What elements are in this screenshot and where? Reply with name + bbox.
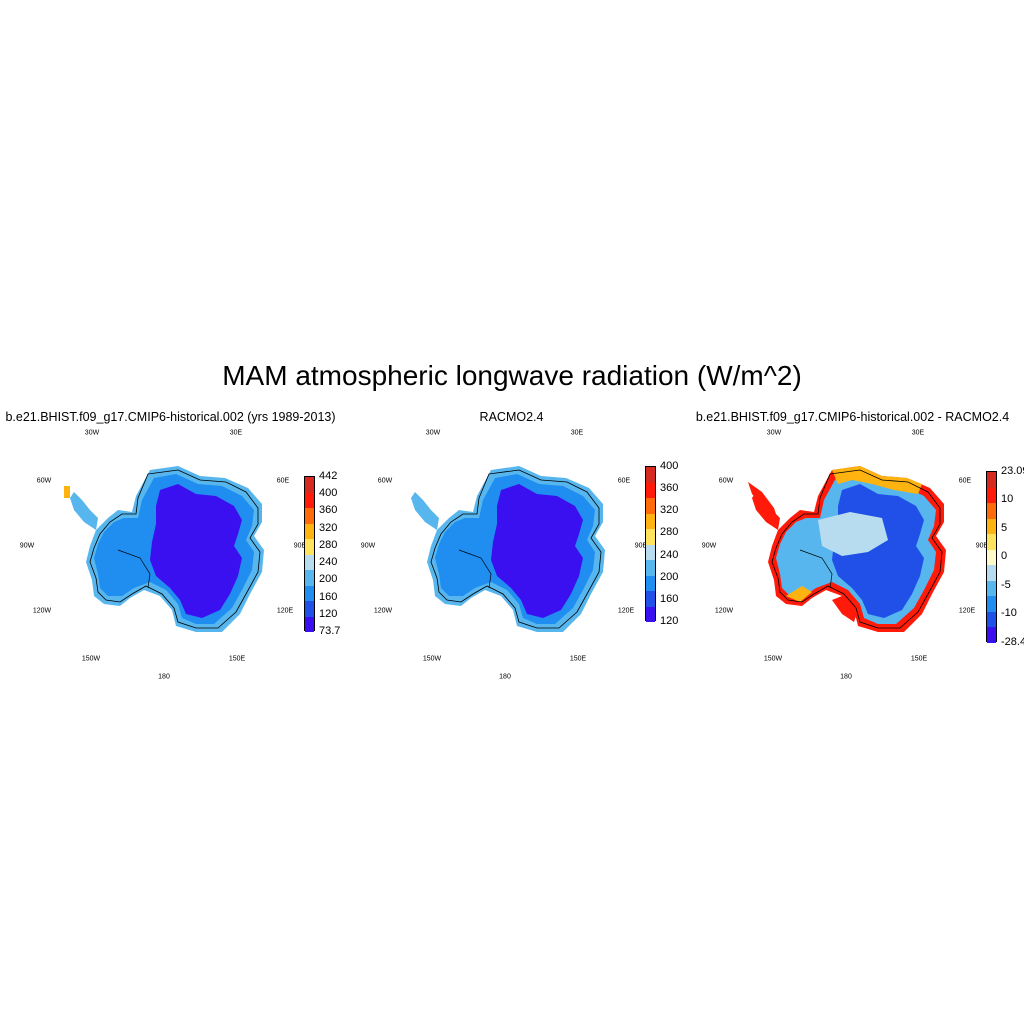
colorbar-segment — [987, 472, 996, 488]
lon-label: 180 — [158, 674, 170, 681]
colorbar-label: -5 — [1001, 579, 1011, 591]
lon-label: 60E — [277, 478, 289, 485]
colorbar-segment — [987, 627, 996, 643]
colorbar-label: 200 — [660, 571, 678, 583]
lon-label: 30W — [767, 430, 781, 437]
lon-label: 120E — [618, 608, 634, 615]
antarctica-map-racmo — [341, 400, 682, 690]
colorbar-segment — [987, 519, 996, 535]
colorbar-segment — [305, 586, 314, 602]
lon-label: 180 — [499, 674, 511, 681]
colorbar-label: 160 — [660, 593, 678, 605]
lon-label: 180 — [840, 674, 852, 681]
main-title: MAM atmospheric longwave radiation (W/m^… — [0, 360, 1024, 392]
lon-label: 60E — [959, 478, 971, 485]
colorbar-label: 400 — [660, 460, 678, 472]
colorbar-segment — [646, 498, 655, 514]
panel-model: b.e21.BHIST.f09_g17.CMIP6-historical.002… — [0, 400, 341, 690]
antarctica-map-difference — [682, 400, 1023, 690]
colorbar-box — [986, 471, 997, 642]
colorbar-segment — [646, 560, 655, 576]
antarctica-map-model — [0, 400, 341, 690]
lon-label: 150E — [570, 656, 586, 663]
colorbar-segment — [987, 503, 996, 519]
lon-label: 120E — [959, 608, 975, 615]
lon-label: 60W — [378, 478, 392, 485]
lon-label: 30E — [912, 430, 924, 437]
colorbar-segment — [646, 529, 655, 545]
colorbar-label: -10 — [1001, 607, 1017, 619]
colorbar-segment — [987, 581, 996, 597]
colorbar-segment — [646, 607, 655, 623]
lon-label: 90W — [20, 543, 34, 550]
colorbar-label: 400 — [319, 487, 337, 499]
colorbar-segment — [305, 508, 314, 524]
antarctic-peninsula — [411, 492, 439, 530]
lon-label: 60W — [37, 478, 51, 485]
colorbar-label: 120 — [660, 615, 678, 627]
colorbar-segment — [646, 576, 655, 592]
lon-label: 150W — [82, 656, 100, 663]
colorbar-label: 0 — [1001, 550, 1007, 562]
colorbar-segment — [305, 617, 314, 633]
colorbar-label: 360 — [319, 504, 337, 516]
lon-label: 150E — [911, 656, 927, 663]
colorbar-segment — [987, 550, 996, 566]
lon-label: 30E — [230, 430, 242, 437]
lon-label: 30W — [85, 430, 99, 437]
colorbar-label: 10 — [1001, 493, 1013, 505]
colorbar-segment — [305, 555, 314, 571]
colorbar-segment — [305, 524, 314, 540]
colorbar-label: 200 — [319, 573, 337, 585]
colorbar-label: 5 — [1001, 522, 1007, 534]
colorbar-label: 23.09 — [1001, 465, 1024, 477]
lon-label: 120W — [33, 608, 51, 615]
colorbar-label: 240 — [660, 549, 678, 561]
lon-label: 90W — [361, 543, 375, 550]
colorbar-segment — [305, 493, 314, 509]
colorbar-segment — [305, 539, 314, 555]
colorbar-label: -28.42 — [1001, 636, 1024, 648]
lon-label: 30E — [571, 430, 583, 437]
colorbar-label: 120 — [319, 608, 337, 620]
colorbar-label: 73.7 — [319, 625, 340, 637]
lon-label: 120W — [374, 608, 392, 615]
lon-label: 120W — [715, 608, 733, 615]
panel-racmo: RACMO2.4 30W 30E 60W 60E 90W 90E 120W 12… — [341, 400, 682, 690]
lon-label: 150E — [229, 656, 245, 663]
lon-label: 60E — [618, 478, 630, 485]
colorbar-segment — [305, 477, 314, 493]
colorbar-segment — [646, 467, 655, 483]
lon-label: 90W — [702, 543, 716, 550]
lon-label: 30W — [426, 430, 440, 437]
colorbar-label: 280 — [319, 539, 337, 551]
colorbar-segment — [987, 565, 996, 581]
colorbar-segment — [987, 488, 996, 504]
colorbar-label: 320 — [319, 522, 337, 534]
colorbar-segment — [646, 483, 655, 499]
colorbar-segment — [987, 534, 996, 550]
colorbar-segment — [646, 591, 655, 607]
colorbar-segment — [987, 612, 996, 628]
colorbar-box — [645, 466, 656, 621]
panel-difference: b.e21.BHIST.f09_g17.CMIP6-historical.002… — [682, 400, 1023, 690]
colorbar-label: 280 — [660, 526, 678, 538]
lon-label: 60W — [719, 478, 733, 485]
colorbar-segment — [987, 596, 996, 612]
colorbar-segment — [646, 514, 655, 530]
colorbar-box — [304, 476, 315, 631]
lon-label: 150W — [764, 656, 782, 663]
antarctic-peninsula — [70, 492, 98, 530]
colorbar-label: 442 — [319, 470, 337, 482]
colorbar-label: 160 — [319, 591, 337, 603]
colorbar-label: 320 — [660, 504, 678, 516]
colorbar-segment — [305, 570, 314, 586]
colorbar-segment — [305, 601, 314, 617]
lon-label: 120E — [277, 608, 293, 615]
colorbar-label: 240 — [319, 556, 337, 568]
peninsula-tip-highlight — [64, 486, 70, 498]
colorbar-label: 360 — [660, 482, 678, 494]
lon-label: 150W — [423, 656, 441, 663]
colorbar-segment — [646, 545, 655, 561]
